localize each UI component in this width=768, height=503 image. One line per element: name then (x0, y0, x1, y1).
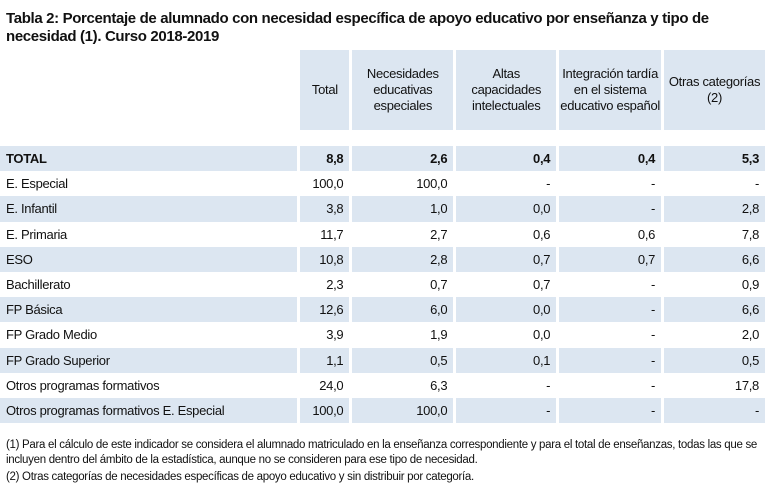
cell-value: - (651, 176, 656, 192)
cell-value: 0,0 (533, 327, 551, 343)
cell-value: 2,3 (326, 277, 344, 293)
column-header-total: Total (300, 50, 350, 130)
cell-value: 0,7 (533, 277, 551, 293)
cell-value: 5,3 (664, 146, 765, 172)
cell-value: 7,8 (741, 226, 759, 242)
table-row: E. Especial 100,0 100,0 - - - (0, 171, 765, 196)
cell-value: - (754, 176, 759, 192)
row-label: FP Básica (0, 297, 298, 323)
cell-value: 2,7 (430, 226, 448, 242)
cell-value: 2,8 (352, 246, 454, 272)
column-header-altas-capacidades: Altas capacidades intelectuales (456, 50, 557, 130)
cell-value: 1,0 (352, 196, 454, 222)
cell-value: 3,8 (300, 196, 350, 222)
cell-value: 0,7 (559, 246, 662, 272)
column-header-otras-categorias: Otras categorías (2) (664, 50, 765, 130)
table-row: E. Infantil 3,8 1,0 0,0-2,8 (0, 196, 765, 222)
cell-value: 0,6 (637, 226, 656, 242)
cell-value: 1,1 (300, 347, 350, 373)
cell-value: 0,5 (352, 347, 454, 373)
cell-value: - (546, 176, 551, 192)
cell-value: 0,5 (664, 347, 765, 373)
cell-value: 6,6 (664, 246, 765, 272)
cell-value: 0,9 (741, 277, 759, 293)
cell-value: 0,4 (559, 146, 662, 172)
row-label: TOTAL (0, 146, 298, 172)
cell-value: - (559, 196, 662, 222)
table-title: Tabla 2: Porcentaje de alumnado con nece… (6, 10, 709, 45)
cell-value: 0,0 (456, 196, 557, 222)
cell-value: 0,7 (456, 246, 557, 272)
footnote-2: (2) Otras categorías de necesidades espe… (6, 471, 474, 483)
table-row: FP Básica 12,6 6,0 0,0-6,6 (0, 297, 765, 323)
cell-value: 0,7 (430, 277, 448, 293)
column-header-integracion-tardia: Integración tardía en el sistema educati… (559, 50, 662, 130)
cell-value: 0,1 (456, 347, 557, 373)
table-row: Otros programas formativos 24,0 6,3 - - 17,8 (0, 373, 765, 398)
row-label: E. Infantil (0, 196, 298, 222)
cell-value: - (664, 397, 765, 424)
table-row: Otros programas formativos E. Especial 10… (0, 397, 765, 424)
row-label: FP Grado Medio (6, 327, 97, 343)
table-row: FP Grado Superior 1,1 0,5 0,1-0,5 (0, 347, 765, 373)
cell-value: - (651, 327, 656, 343)
cell-value: - (559, 297, 662, 323)
cell-value: 2,6 (352, 146, 454, 172)
row-label: ESO (0, 246, 298, 272)
cell-value: 24,0 (319, 377, 344, 393)
cell-value: - (559, 347, 662, 373)
cell-value: - (456, 397, 557, 424)
cell-value: - (651, 277, 656, 293)
cell-value: 100,0 (312, 176, 344, 192)
header-row: Total Necesidades educativas especiales … (0, 50, 765, 130)
cell-value: 100,0 (416, 176, 448, 192)
header-blank (0, 50, 297, 130)
cell-value: 11,7 (320, 226, 344, 242)
row-label: E. Primaria (6, 226, 67, 242)
cell-value: 100,0 (352, 397, 454, 424)
cell-value: 12,6 (300, 297, 350, 323)
footnote-1: (1) Para el cálculo de este indicador se… (6, 439, 757, 466)
row-label: Otros programas formativos (6, 377, 160, 393)
row-label: Bachillerato (6, 277, 71, 293)
cell-value: 17,8 (734, 377, 759, 393)
cell-value: 0,6 (533, 226, 551, 242)
table-row: FP Grado Medio 3,9 1,9 0,0 - 2,0 (0, 322, 765, 347)
cell-value: - (651, 377, 656, 393)
cell-value: 8,8 (300, 146, 350, 172)
table-row: E. Primaria 11,7 2,7 0,6 0,6 7,8 (0, 222, 765, 247)
total-row: TOTAL 8,8 2,6 0,4 0,4 5,3 (0, 146, 765, 172)
row-label: Otros programas formativos E. Especial (0, 397, 298, 424)
cell-value: 3,9 (326, 327, 344, 343)
table-row: ESO 10,8 2,8 0,7 0,7 6,6 (0, 246, 765, 272)
row-label: FP Grado Superior (0, 347, 298, 373)
cell-value: 0,4 (456, 146, 557, 172)
table-row: Bachillerato 2,3 0,7 0,7 - 0,9 (0, 272, 765, 297)
data-table: Total Necesidades educativas especiales … (0, 50, 768, 424)
row-label: E. Especial (6, 176, 68, 192)
cell-value: 10,8 (300, 246, 350, 272)
cell-value: 6,0 (352, 297, 454, 323)
cell-value: - (559, 397, 662, 424)
cell-value: 0,0 (456, 297, 557, 323)
cell-value: 100,0 (300, 397, 350, 424)
cell-value: 6,6 (664, 297, 765, 323)
footnotes: (1) Para el cálculo de este indicador se… (6, 438, 766, 487)
column-header-nee: Necesidades educativas especiales (352, 50, 454, 130)
cell-value: 2,0 (741, 327, 759, 343)
cell-value: 6,3 (430, 377, 448, 393)
cell-value: - (546, 377, 551, 393)
cell-value: 1,9 (430, 327, 448, 343)
cell-value: 2,8 (664, 196, 765, 222)
